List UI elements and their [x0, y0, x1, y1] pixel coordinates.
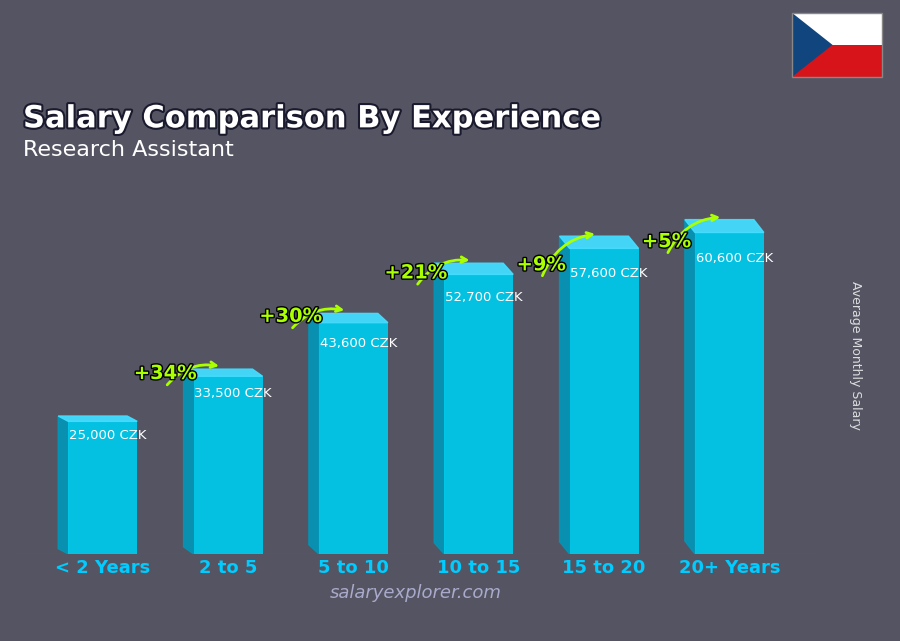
Text: 25,000 CZK: 25,000 CZK	[69, 429, 147, 442]
Bar	[319, 322, 388, 554]
Polygon shape	[434, 263, 445, 554]
Polygon shape	[58, 416, 137, 421]
Text: +34%: +34%	[134, 364, 197, 383]
Polygon shape	[560, 236, 570, 554]
Bar	[68, 421, 137, 554]
Polygon shape	[685, 220, 764, 233]
Text: 52,700 CZK: 52,700 CZK	[445, 291, 523, 304]
Bar	[695, 233, 764, 554]
Text: 57,600 CZK: 57,600 CZK	[571, 267, 648, 279]
Polygon shape	[434, 263, 513, 274]
Text: +21%: +21%	[384, 263, 447, 283]
Text: Research Assistant: Research Assistant	[23, 140, 234, 160]
Text: salaryexplorer.com: salaryexplorer.com	[330, 584, 502, 602]
Bar	[445, 274, 513, 554]
Polygon shape	[184, 369, 263, 376]
Polygon shape	[58, 416, 68, 554]
Bar	[194, 376, 263, 554]
Text: 33,500 CZK: 33,500 CZK	[194, 387, 272, 400]
Bar	[570, 249, 638, 554]
Text: Salary Comparison By Experience: Salary Comparison By Experience	[23, 104, 598, 133]
Polygon shape	[685, 220, 695, 554]
Polygon shape	[560, 236, 638, 249]
Polygon shape	[309, 313, 319, 554]
Polygon shape	[184, 369, 194, 554]
Text: +30%: +30%	[259, 307, 322, 326]
Polygon shape	[309, 313, 388, 322]
Text: 60,600 CZK: 60,600 CZK	[696, 252, 773, 265]
Text: Average Monthly Salary: Average Monthly Salary	[850, 281, 862, 429]
Text: +5%: +5%	[642, 232, 691, 251]
Text: +9%: +9%	[517, 255, 566, 274]
Text: 43,600 CZK: 43,600 CZK	[320, 337, 397, 349]
